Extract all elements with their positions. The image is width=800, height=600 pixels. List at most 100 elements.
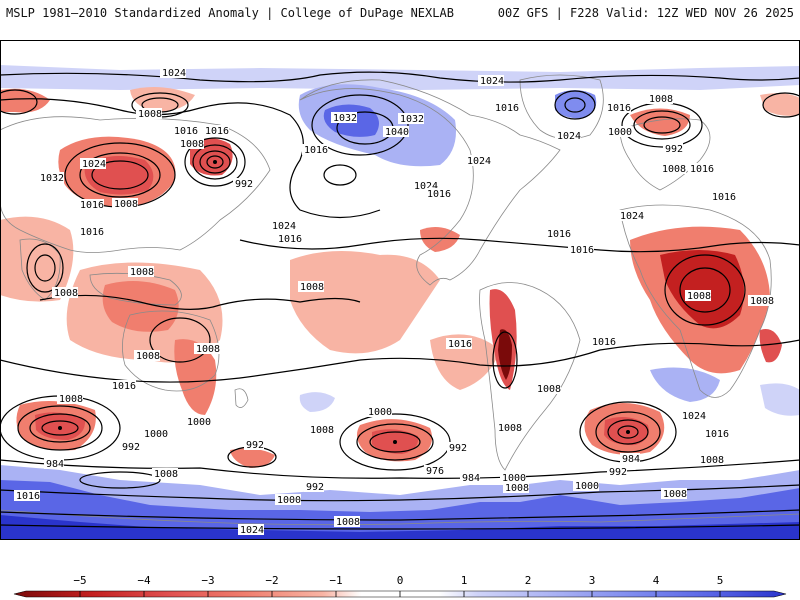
colorbar-svg: [13, 590, 787, 598]
isobar-label: 1024: [272, 221, 296, 232]
coast-india: [19, 238, 61, 301]
isobar-label: 1024: [162, 68, 186, 79]
isobar-fareast-low: [762, 92, 800, 118]
isobar-nw-low: [0, 89, 38, 115]
isobar-label: 1008: [154, 469, 178, 480]
isobar-so-west-1: [17, 405, 103, 451]
negative-anomaly-central-pacific: [290, 251, 440, 354]
coast-greenland: [519, 74, 604, 140]
isobar-label: 1016: [547, 229, 571, 240]
colorbar-tick-label: −5: [73, 574, 87, 587]
negative-anomaly-north-pacific: [0, 88, 50, 113]
positive-anomaly-south-atlantic: [650, 367, 720, 402]
positive-anomaly-greenland: [555, 90, 597, 119]
colorbar-tick-label: 1: [460, 574, 468, 587]
negative-anomaly-mexico: [420, 226, 460, 252]
map-title: MSLP 1981–2010 Standardized Anomaly | Co…: [6, 6, 454, 20]
isobar-label: 1024: [240, 525, 264, 536]
isobar-label: 992: [609, 467, 627, 478]
isobar-pacific-low-2: [199, 150, 231, 174]
isobar-label: 1008: [505, 483, 529, 494]
isobar-sa-low: [492, 331, 518, 389]
isobar-label: 1024: [620, 211, 644, 222]
isobar-label: 1016: [712, 192, 736, 203]
isobar-label: 1008: [750, 296, 774, 307]
colorbar-tick-label: 3: [588, 574, 596, 587]
colorbar-tick-label: 4: [652, 574, 660, 587]
isobar-australia-low: [149, 317, 211, 363]
isobar-label: 1000: [368, 407, 392, 418]
isobar-label: 992: [449, 443, 467, 454]
isobar-africa-low: [664, 254, 746, 326]
isobar-label: 1032: [333, 113, 357, 124]
isobar-so-ind-3: [617, 425, 639, 439]
isobar-label: 1032: [400, 114, 424, 125]
coast-asia: [0, 116, 271, 253]
isobar-label: 1016: [80, 200, 104, 211]
isobar-label: 1016: [570, 245, 594, 256]
map-panel: 1024 1024 1024 1024 1024 1024 1024 1024 …: [0, 40, 800, 540]
coast-new-zealand: [234, 388, 249, 408]
isobar-1008-band: [0, 509, 800, 521]
isobar-label: 1008: [130, 267, 154, 278]
positive-anomaly-antarctic-core: [0, 480, 800, 540]
isobar-label: 1000: [187, 417, 211, 428]
negative-anomaly-australia: [174, 339, 217, 415]
isobar-label: 1000: [144, 429, 168, 440]
isobar-label: 976: [426, 466, 444, 477]
isobar-label: 1000: [502, 473, 526, 484]
isobar-so-east-low: [79, 471, 161, 489]
coast-africa: [619, 204, 772, 398]
run-info: 00Z GFS | F228 Valid: 12Z WED NOV 26 202…: [497, 6, 794, 20]
isobar-pacific-low-4: [184, 137, 246, 187]
isobar-1016-band: [0, 524, 800, 530]
isobar-so-ind-1: [595, 411, 661, 453]
negative-anomaly-andes-core: [498, 329, 512, 380]
isobar-label: 992: [122, 442, 140, 453]
isobar-label: 992: [665, 144, 683, 155]
isobar-label: 992: [246, 440, 264, 451]
isobar-label: 984: [46, 459, 64, 470]
isobar-label: 1008: [336, 517, 360, 528]
isobar-pacific-low-1: [192, 144, 238, 180]
negative-anomaly-asia-south: [0, 216, 74, 302]
colorbar: −5 −4 −3 −2 −1 0 1 2 3 4 5: [0, 570, 800, 600]
isobar-label: 1016: [705, 429, 729, 440]
isobar-so-west-2: [29, 413, 91, 443]
isobar-label: 1008: [138, 109, 162, 120]
isobar-label: 1008: [300, 282, 324, 293]
isobar-africa-low-2: [679, 267, 731, 313]
colorbar-tick-label: −1: [329, 574, 343, 587]
isobar-label: 1024: [414, 181, 438, 192]
isobar-1016-nh-subtropical: [239, 237, 800, 253]
isobar-label: 1040: [385, 127, 409, 138]
isobar-greenland-high: [554, 90, 596, 120]
isobar-label: 1016: [304, 145, 328, 156]
isobar-label: 1016: [448, 339, 472, 350]
isobar-label: 1008: [663, 489, 687, 500]
isobar-india-low: [26, 243, 64, 293]
isobar-pacific-low-3: [206, 155, 224, 169]
isobar-eurasia-low: [633, 110, 691, 140]
isobar-canada-high: [311, 94, 409, 156]
isobar-1008-tropical: [39, 294, 361, 310]
isobar-so-west-3: [41, 420, 79, 436]
isobar-label: 1024: [467, 156, 491, 167]
negative-anomaly-nw-atlantic: [130, 86, 195, 112]
colorbar-tick-label: −4: [137, 574, 151, 587]
isobar-label: 1016: [80, 227, 104, 238]
isobar-992-band: [0, 459, 800, 479]
isobar-label: 1008: [498, 423, 522, 434]
isobar-eurasia-low-2: [643, 116, 681, 134]
positive-anomaly-arctic: [0, 65, 800, 90]
coast-antarctica: [0, 509, 800, 526]
negative-anomaly-far-east: [760, 93, 800, 116]
isobar-label: 1016: [690, 164, 714, 175]
negative-anomaly-eurasia: [630, 108, 690, 136]
isobar-label: 1008: [662, 164, 686, 175]
isobar-label: 1008: [196, 344, 220, 355]
isobar-label: 1016: [112, 381, 136, 392]
isobar-siberia-1: [79, 152, 161, 198]
isobar-label: 1016: [495, 103, 519, 114]
isobar-label: 1008: [687, 291, 711, 302]
